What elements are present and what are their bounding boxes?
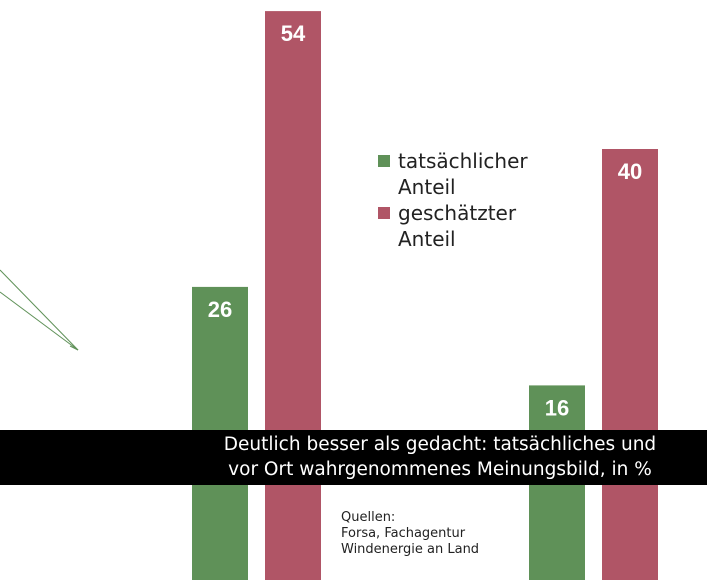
source-note: Quellen: Forsa, Fachagentur Windenergie …: [341, 510, 479, 558]
value-label: 54: [281, 21, 306, 46]
legend-item: geschätzter Anteil: [378, 200, 578, 252]
chart: 26 16 54 40: [0, 0, 707, 580]
title-banner: Deutlich besser als gedacht: tatsächlich…: [0, 430, 707, 485]
legend-label: geschätzter Anteil: [398, 200, 558, 252]
value-label: 26: [208, 297, 232, 322]
chart-title: Deutlich besser als gedacht: tatsächlich…: [150, 432, 707, 482]
legend-label: tatsächlicher Anteil: [398, 148, 558, 200]
value-label: 40: [618, 159, 642, 184]
decoration-line: [0, 292, 78, 350]
legend-item: tatsächlicher Anteil: [378, 148, 578, 200]
legend-swatch: [378, 207, 390, 219]
page: 26 16 54 40 tatsächlicher Anteilgeschätzter…: [0, 0, 707, 580]
bar: [265, 11, 321, 580]
legend-swatch: [378, 155, 390, 167]
decoration-line: [0, 270, 78, 350]
bar: [602, 149, 658, 580]
value-label: 16: [545, 395, 569, 420]
